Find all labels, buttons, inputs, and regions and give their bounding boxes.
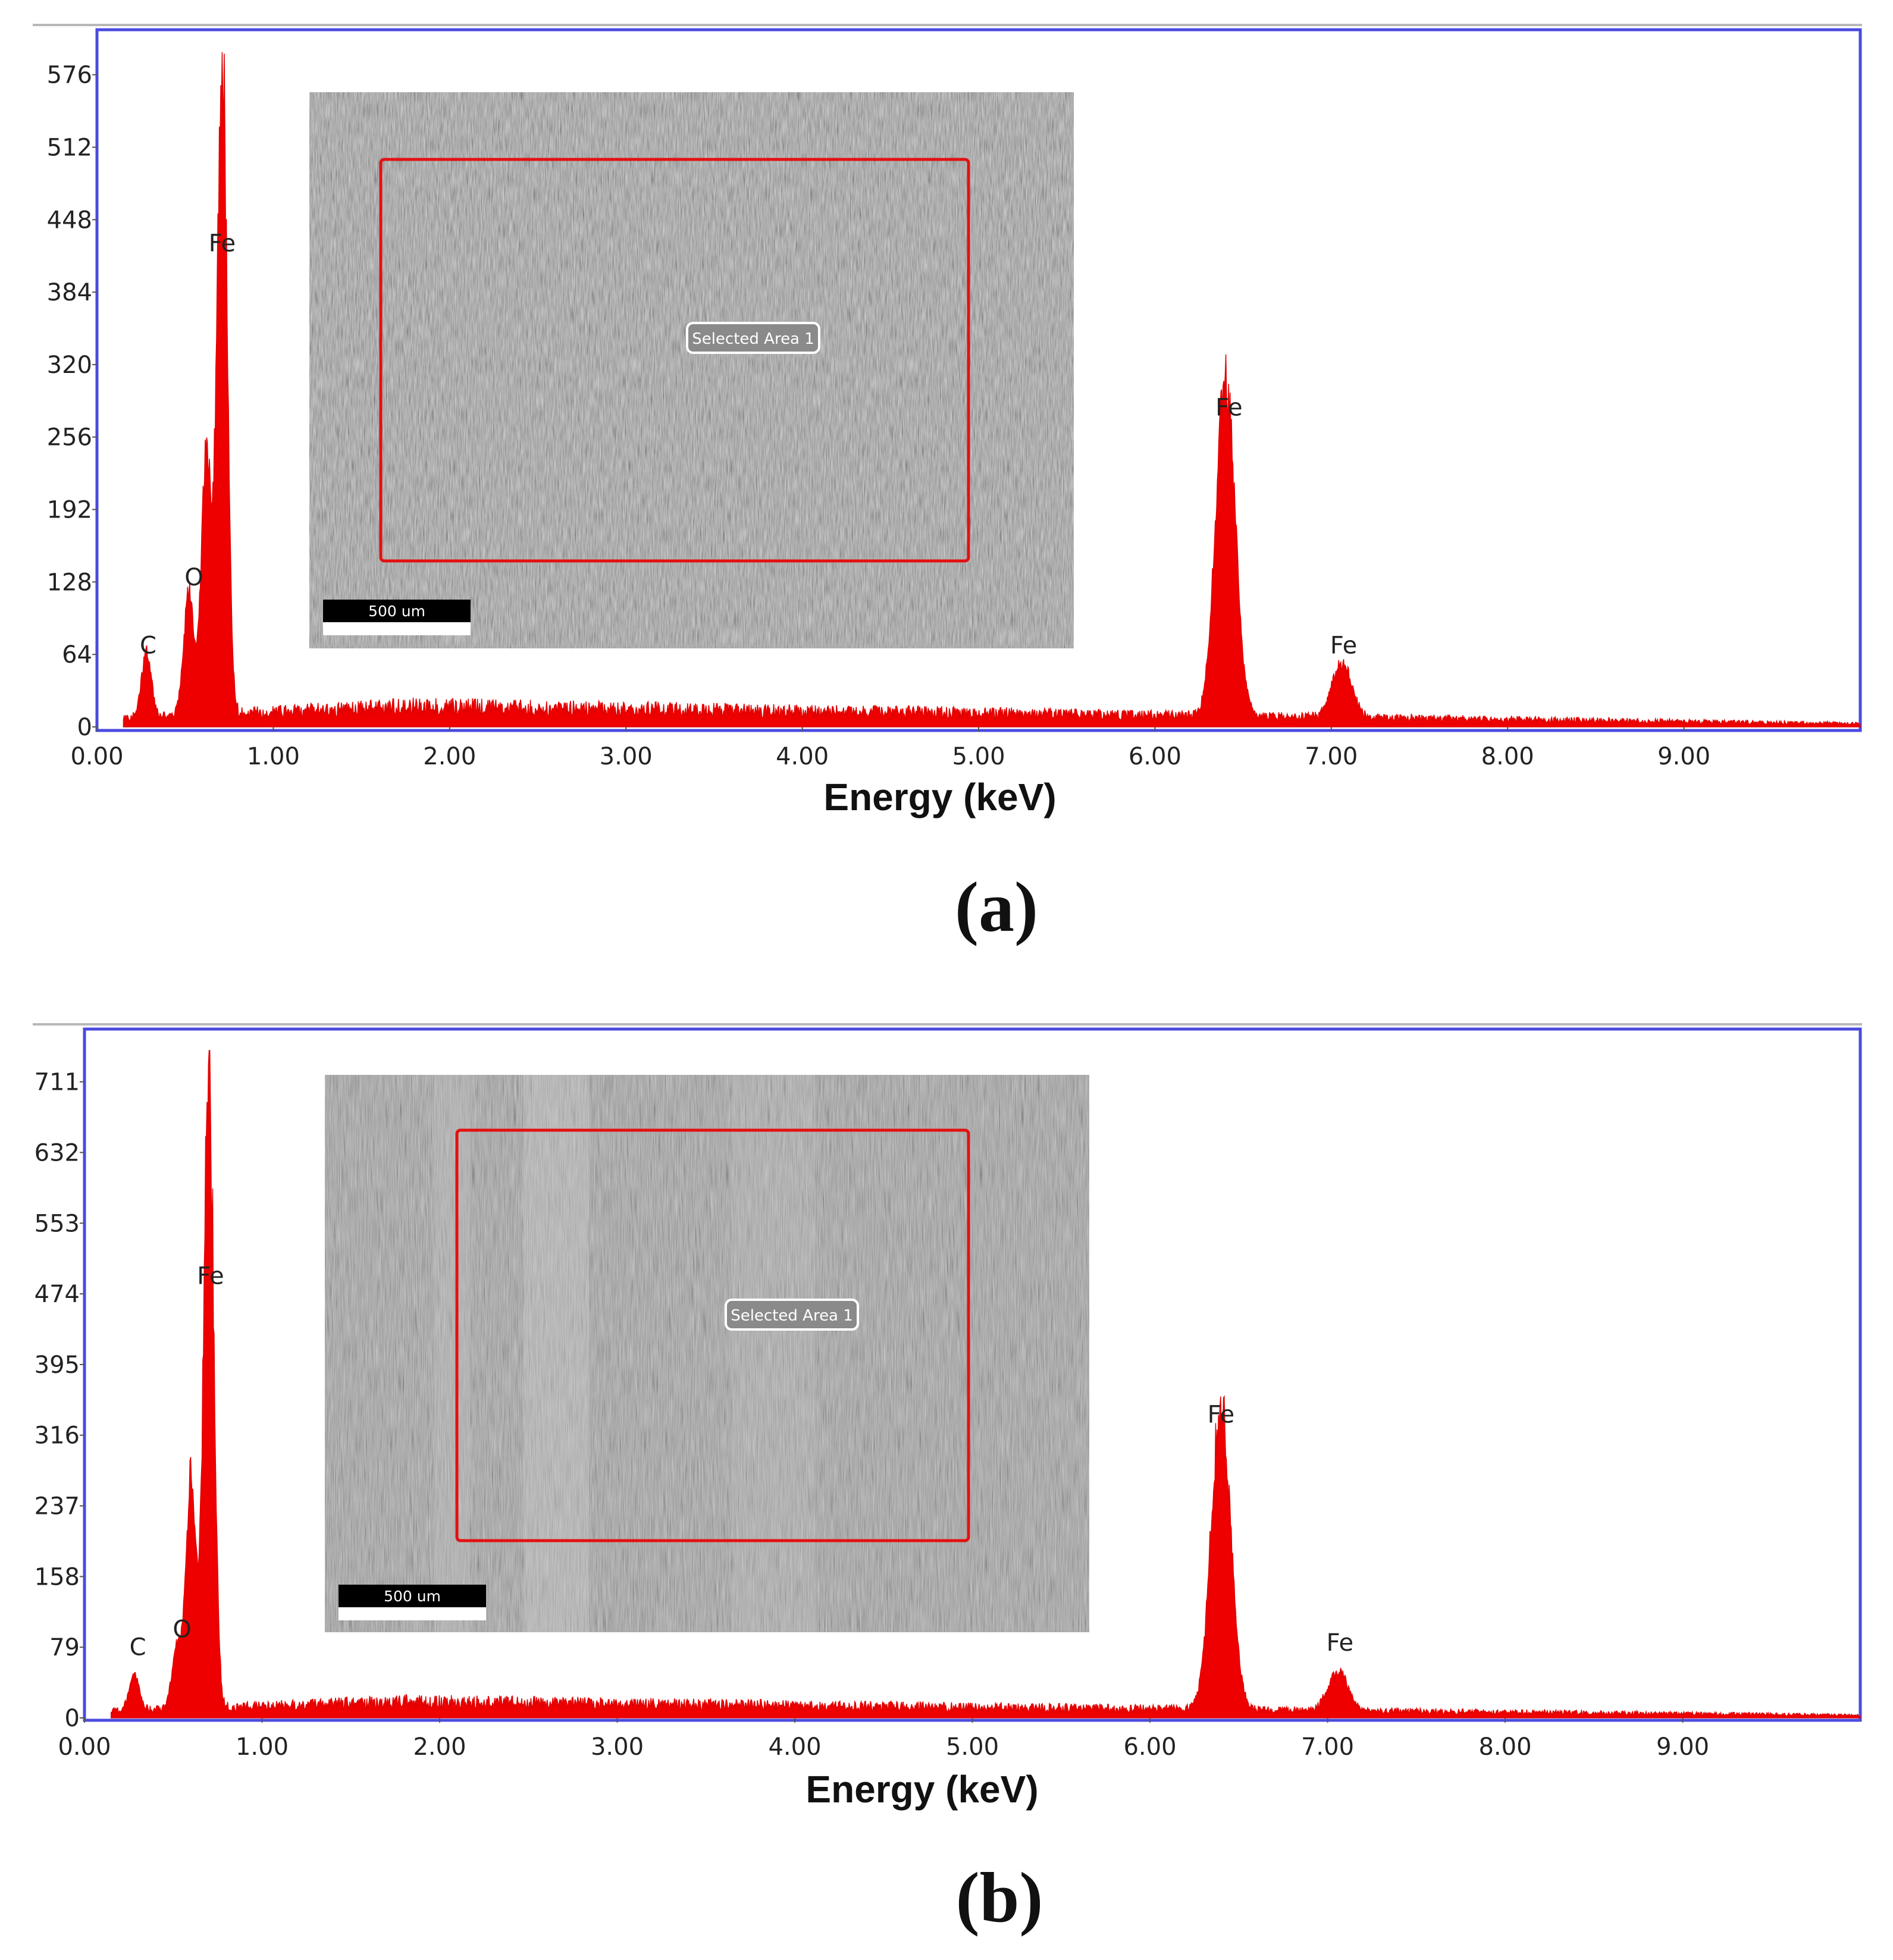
x-tick-label: 3.00 (600, 743, 653, 770)
x-tick-label: 0.00 (58, 1733, 111, 1761)
peak-labels: CO Fe Fe Fe (130, 1263, 1354, 1661)
selected-area-tag (725, 1299, 859, 1331)
y-tick-label: 448 (47, 206, 92, 234)
x-tick-label: 1.00 (247, 743, 300, 770)
y-axis: 0 79 158 237 316 395 474 553 632 711 (35, 1069, 84, 1732)
x-axis: 0.00 1.00 2.00 3.00 4.00 5.00 6.00 7.00 8.00 9.00 (70, 727, 1710, 770)
peak-labels: C O Fe Fe Fe (140, 230, 1357, 660)
scale-bar-block (339, 1585, 486, 1607)
x-tick-label: 8.00 (1478, 1733, 1531, 1761)
scale-bar-block (323, 600, 471, 622)
x-axis-title: Energy (keV) (806, 1768, 1038, 1811)
x-tick-label: 7.00 (1305, 743, 1358, 770)
panel-label-a: (a) (955, 867, 1038, 946)
y-tick-label: 192 (47, 497, 92, 524)
peak-label: Fe (1330, 632, 1357, 659)
x-tick-label: 7.00 (1301, 1733, 1354, 1761)
x-axis-title: Energy (keV) (823, 776, 1056, 819)
x-tick-label: 2.00 (423, 743, 476, 770)
y-tick-label: 237 (35, 1493, 80, 1520)
x-tick-label: 9.00 (1657, 743, 1710, 770)
scale-bar-label: 500 um (368, 603, 425, 620)
peak-label: O (173, 1616, 191, 1644)
x-tick-label: 6.00 (1129, 743, 1181, 770)
y-tick-label: 128 (47, 569, 92, 596)
peak-label: Fe (1327, 1629, 1353, 1657)
y-tick-label: 711 (35, 1069, 80, 1096)
y-tick-label: 320 (47, 352, 92, 379)
selected-area-tag (686, 322, 820, 354)
x-tick-label: 4.00 (776, 743, 829, 770)
x-tick-label: 5.00 (952, 743, 1005, 770)
y-tick-label: 256 (47, 424, 92, 451)
y-tick-label: 395 (35, 1351, 80, 1379)
sem-micrograph-inset: Selected Area 1 500 um (325, 1075, 1089, 1632)
y-tick-label: 474 (35, 1281, 80, 1308)
y-tick-label: 64 (62, 641, 92, 669)
x-tick-label: 4.00 (768, 1733, 821, 1761)
selected-area-label: Selected Area 1 (731, 1307, 853, 1325)
scale-bar (323, 622, 471, 635)
y-tick-label: 553 (35, 1210, 80, 1237)
x-tick-label: 0.00 (70, 743, 123, 770)
x-tick-label: 3.00 (591, 1733, 644, 1761)
sem-micrograph-inset: Selected Area 1 500 um (309, 92, 1074, 648)
scale-bar-label: 500 um (384, 1588, 441, 1605)
selected-area-box (455, 1128, 970, 1542)
y-tick-label: 79 (49, 1634, 80, 1661)
x-tick-label: 6.00 (1123, 1733, 1176, 1761)
peak-label: Fe (197, 1263, 224, 1290)
spectrum-panel-a: 0 64 128 192 256 320 384 448 512 576 0.00 1.00 2.00… (33, 24, 1862, 946)
x-tick-label: 8.00 (1481, 743, 1534, 770)
selected-area-label: Selected Area 1 (692, 330, 814, 348)
y-tick-label: 316 (35, 1422, 80, 1450)
peak-label: Fe (209, 230, 236, 258)
y-tick-label: 384 (47, 279, 92, 306)
x-tick-label: 5.00 (946, 1733, 999, 1761)
selected-area-box (379, 158, 970, 563)
spectrum-panel-b: 0 79 158 237 316 395 474 553 632 711 0.00 1.00 2.00… (33, 1023, 1862, 1937)
y-tick-label: 632 (35, 1139, 80, 1166)
y-tick-label: 576 (47, 62, 92, 89)
x-tick-label: 2.00 (413, 1733, 466, 1761)
y-tick-label: 0 (65, 1705, 80, 1732)
x-tick-label: 1.00 (236, 1733, 289, 1761)
scale-bar (339, 1607, 486, 1620)
spectrum-area (123, 52, 1861, 727)
peak-label: C (130, 1634, 146, 1661)
panel-label-b: (b) (956, 1858, 1043, 1937)
x-tick-label: 9.00 (1656, 1733, 1709, 1761)
peak-label: Fe (1215, 394, 1242, 422)
y-tick-label: 0 (77, 714, 92, 741)
spectrum-area (111, 1050, 1861, 1718)
y-tick-label: 158 (35, 1563, 80, 1591)
x-axis: 0.00 1.00 2.00 3.00 4.00 5.00 6.00 7.00 8.00 9.00 (58, 1718, 1709, 1761)
peak-label: C (140, 632, 156, 659)
y-tick-label: 512 (47, 134, 92, 161)
y-axis: 0 64 128 192 256 320 384 448 512 576 (47, 62, 97, 741)
peak-label: O (184, 564, 203, 591)
peak-label: Fe (1208, 1401, 1234, 1429)
